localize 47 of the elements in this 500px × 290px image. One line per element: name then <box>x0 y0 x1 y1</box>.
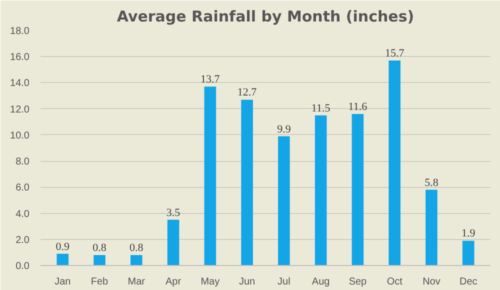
data-label: 0.8 <box>130 242 144 254</box>
chart-title: Average Rainfall by Month (inches) <box>116 8 414 26</box>
data-label: 13.7 <box>200 74 220 86</box>
bar <box>204 86 216 266</box>
x-tick-label: Mar <box>128 276 146 288</box>
data-label: 12.7 <box>237 86 258 99</box>
data-label: 0.9 <box>56 240 70 253</box>
y-tick-label: 12.0 <box>10 104 30 116</box>
y-tick-label: 8.0 <box>16 156 30 168</box>
bar <box>94 255 106 266</box>
data-label: 0.8 <box>92 242 107 254</box>
y-tick-label: 2.0 <box>16 234 30 246</box>
bar <box>388 60 400 266</box>
data-label: 15.7 <box>384 48 405 60</box>
y-tick-label: 18.0 <box>10 26 30 37</box>
data-label: 11.6 <box>348 101 368 114</box>
y-tick-label: 10.0 <box>10 130 30 142</box>
x-tick-label: Nov <box>422 276 440 288</box>
bar <box>352 114 364 266</box>
bar <box>426 190 438 266</box>
x-tick-label: May <box>200 276 220 288</box>
bar <box>278 136 290 266</box>
x-tick-label: Feb <box>90 276 109 288</box>
x-tick-label: Aug <box>312 276 330 288</box>
bar <box>56 254 69 266</box>
bar <box>314 115 327 266</box>
data-label: 5.8 <box>424 176 439 189</box>
y-tick-label: 6.0 <box>16 182 30 194</box>
y-tick-label: 16.0 <box>10 52 30 64</box>
x-tick-label: Jun <box>238 276 256 288</box>
data-label: 9.9 <box>277 123 292 136</box>
x-tick-label: Dec <box>459 276 478 288</box>
y-tick-label: 0.0 <box>16 261 30 272</box>
bar <box>241 100 253 266</box>
data-label: 11.5 <box>311 102 331 114</box>
x-tick-label: Apr <box>166 276 182 288</box>
bar <box>167 220 180 266</box>
bar <box>462 240 474 266</box>
x-tick-label: Oct <box>386 276 403 288</box>
y-tick-label: 4.0 <box>16 208 30 220</box>
y-tick-label: 14.0 <box>10 78 30 90</box>
bar <box>130 255 142 266</box>
data-label: 1.9 <box>461 228 476 240</box>
x-tick-label: Jul <box>278 276 290 288</box>
data-label: 3.5 <box>166 206 181 219</box>
x-tick-label: Jan <box>54 276 71 288</box>
x-tick-label: Sep <box>348 276 368 288</box>
